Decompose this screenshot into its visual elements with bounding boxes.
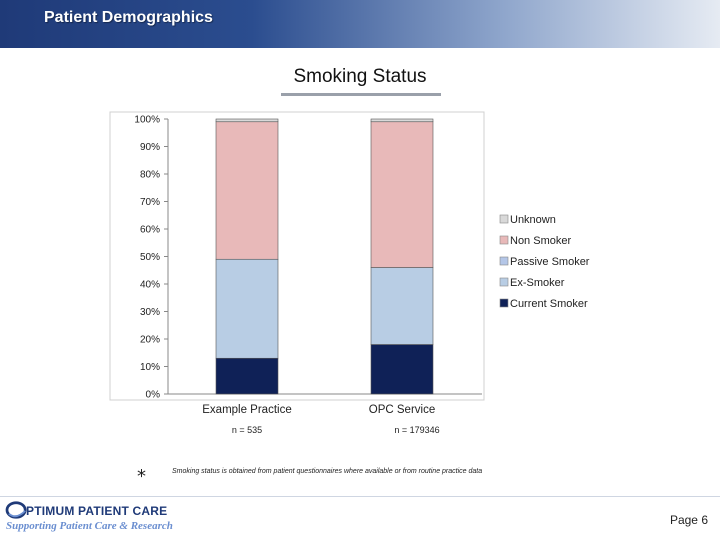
y-tick-label: 80% bbox=[140, 170, 160, 181]
bar-example-practice-current-smoker bbox=[215, 357, 279, 395]
bar-opc-service-unknown bbox=[370, 118, 434, 123]
legend-swatch-non-smoker bbox=[499, 235, 509, 245]
optimum-patient-care-logo: PTIMUM PATIENT CARE Supporting Patient C… bbox=[4, 498, 174, 538]
legend-label-unknown: Unknown bbox=[510, 214, 556, 226]
bar-example-practice-unknown bbox=[215, 118, 279, 123]
header-title: Patient Demographics bbox=[44, 9, 213, 26]
footnote-asterisk: * bbox=[137, 466, 146, 487]
plot-frame bbox=[109, 111, 485, 401]
y-tick-label: 70% bbox=[140, 197, 160, 208]
legend-label-ex-smoker: Ex-Smoker bbox=[510, 277, 565, 289]
bar-example-practice-non-smoker bbox=[215, 121, 279, 260]
sample-size-label: n = 179346 bbox=[394, 425, 439, 435]
chart-title: Smoking Status bbox=[293, 66, 427, 87]
bar-opc-service-ex-smoker bbox=[370, 267, 434, 345]
legend-swatch-ex-smoker bbox=[499, 277, 509, 287]
sample-size-label: n = 535 bbox=[232, 425, 262, 435]
bar-example-practice-ex-smoker bbox=[215, 258, 279, 359]
y-tick-label: 100% bbox=[134, 115, 160, 126]
logo-tagline: Supporting Patient Care & Research bbox=[6, 520, 173, 532]
legend-swatch-passive-smoker bbox=[499, 256, 509, 266]
y-tick-label: 90% bbox=[140, 142, 160, 153]
footnote-text: Smoking status is obtained from patient … bbox=[172, 468, 483, 475]
y-tick-label: 0% bbox=[146, 390, 161, 401]
legend-label-current-smoker: Current Smoker bbox=[510, 298, 588, 310]
x-category-label: OPC Service bbox=[369, 404, 435, 416]
y-tick-label: 50% bbox=[140, 252, 160, 263]
y-tick-label: 30% bbox=[140, 307, 160, 318]
x-category-label: Example Practice bbox=[202, 404, 291, 416]
y-tick-label: 40% bbox=[140, 280, 160, 291]
legend-swatch-current-smoker bbox=[499, 298, 509, 308]
footer-divider bbox=[0, 496, 720, 497]
logo-o-icon bbox=[5, 501, 27, 519]
legend-label-passive-smoker: Passive Smoker bbox=[510, 256, 590, 268]
bar-opc-service-current-smoker bbox=[370, 344, 434, 395]
legend-swatch-unknown bbox=[499, 214, 509, 224]
page-number: Page 6 bbox=[669, 513, 708, 527]
y-tick-label: 10% bbox=[140, 362, 160, 373]
header-band: Patient Demographics bbox=[0, 0, 720, 48]
y-tick-label: 20% bbox=[140, 335, 160, 346]
logo-wordmark: PTIMUM PATIENT CARE bbox=[26, 504, 168, 518]
bar-opc-service-non-smoker bbox=[370, 121, 434, 268]
legend-label-non-smoker: Non Smoker bbox=[510, 235, 571, 247]
y-tick-label: 60% bbox=[140, 225, 160, 236]
title-underline bbox=[281, 93, 441, 96]
